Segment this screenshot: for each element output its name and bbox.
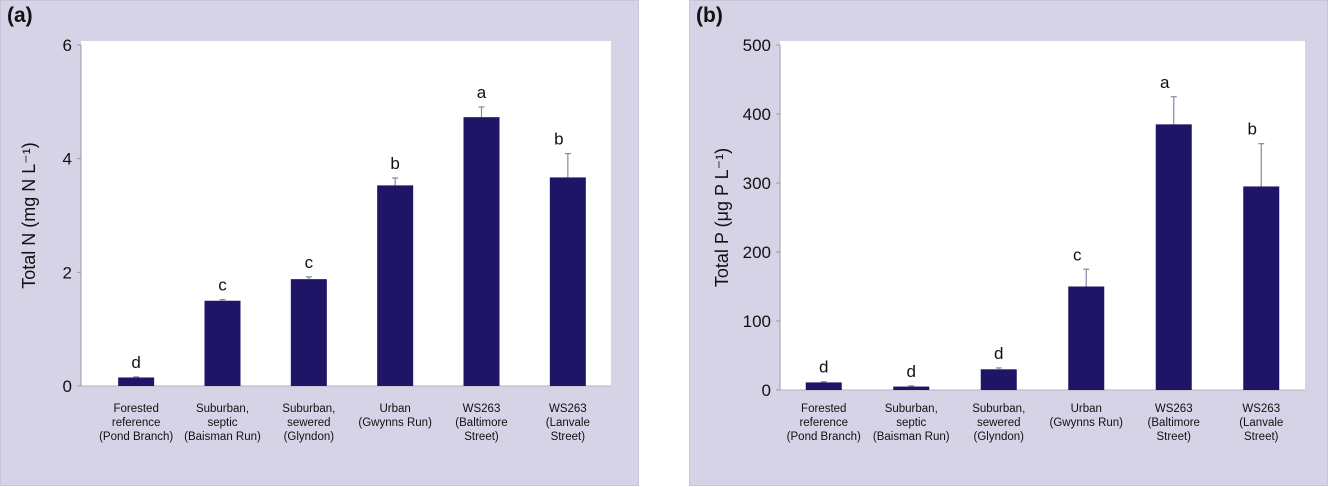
significance-letter: d: [131, 353, 140, 372]
y-axis-label: Total N (mg N L⁻¹): [19, 142, 39, 289]
x-category-label: Suburban,: [282, 403, 335, 415]
x-category-label: reference: [799, 417, 848, 429]
significance-letter: c: [218, 276, 227, 295]
x-category-label: (Glyndon): [284, 431, 335, 443]
significance-letter: b: [554, 130, 563, 149]
significance-letter: d: [994, 344, 1003, 363]
chart-panel-a: (a) 0 2 4 6 Total N (mg N L⁻¹) d Forested refer…: [0, 0, 639, 486]
x-category-label: Urban: [380, 403, 411, 415]
y-tick-label: 6: [63, 36, 72, 55]
x-category-label: sewered: [287, 417, 330, 429]
bar: [377, 185, 414, 386]
x-category-label: (Lanvale: [1239, 417, 1283, 429]
x-category-label: septic: [207, 417, 237, 429]
x-category-label: Suburban,: [885, 403, 938, 415]
bar: [463, 117, 500, 386]
x-category-label: WS263: [1242, 403, 1280, 415]
bar: [893, 386, 930, 390]
x-category-label: Street): [551, 431, 586, 443]
significance-letter: b: [1248, 120, 1257, 139]
significance-letter: d: [819, 358, 828, 377]
x-category-label: Suburban,: [972, 403, 1025, 415]
y-tick-label: 0: [762, 381, 771, 400]
y-tick-label: 2: [63, 263, 72, 282]
x-category-label: (Gwynns Run): [1050, 417, 1124, 429]
x-category-label: (Baisman Run): [184, 431, 261, 443]
x-category-label: septic: [896, 417, 926, 429]
x-category-label: Street): [1156, 431, 1191, 443]
plot-area: [81, 41, 611, 386]
significance-letter: b: [390, 154, 399, 173]
plot-area: [780, 41, 1305, 390]
x-category-label: WS263: [549, 403, 587, 415]
significance-letter: c: [1073, 245, 1082, 264]
x-category-label: WS263: [1155, 403, 1193, 415]
y-tick-label: 500: [743, 36, 771, 55]
x-category-label: Forested: [801, 403, 846, 415]
x-category-label: Street): [1244, 431, 1279, 443]
x-category-label: (Baisman Run): [873, 431, 950, 443]
bar: [805, 382, 842, 390]
chart-a-svg: 0 2 4 6 Total N (mg N L⁻¹) d Forested reference…: [19, 36, 611, 443]
y-tick-label: 300: [743, 174, 771, 193]
bar: [290, 279, 327, 386]
significance-letter: a: [477, 83, 487, 102]
bar: [549, 177, 586, 386]
y-tick-label: 400: [743, 105, 771, 124]
x-category-label: (Lanvale: [546, 417, 590, 429]
y-tick-label: 200: [743, 243, 771, 262]
panel-label-b: (b): [696, 4, 723, 27]
x-category-label: Forested: [113, 403, 158, 415]
x-category-label: Urban: [1071, 403, 1102, 415]
significance-letter: c: [305, 253, 314, 272]
significance-letter: a: [1160, 73, 1170, 92]
x-category-label: reference: [112, 417, 161, 429]
bar: [118, 377, 155, 386]
x-category-label: (Pond Branch): [787, 431, 861, 443]
bar: [980, 369, 1017, 390]
bar: [204, 300, 241, 386]
y-tick-label: 100: [743, 312, 771, 331]
x-category-label: Suburban,: [196, 403, 249, 415]
x-category-label: (Glyndon): [974, 431, 1025, 443]
x-category-label: (Baltimore: [455, 417, 507, 429]
chart-panel-b: (b) 0 100 200 300 400 500 Total P (μg P L⁻¹) d F…: [689, 0, 1328, 486]
y-axis-label: Total P (μg P L⁻¹): [712, 148, 732, 287]
panel-label-a: (a): [7, 4, 33, 27]
bar: [1068, 286, 1105, 390]
significance-letter: d: [907, 362, 916, 381]
y-tick-label: 0: [63, 377, 72, 396]
x-category-label: Street): [464, 431, 499, 443]
x-category-label: (Gwynns Run): [358, 417, 432, 429]
x-category-label: WS263: [463, 403, 501, 415]
x-category-label: (Baltimore: [1148, 417, 1200, 429]
bar: [1243, 186, 1280, 390]
chart-b-svg: 0 100 200 300 400 500 Total P (μg P L⁻¹) d Fores…: [712, 36, 1305, 443]
x-category-label: sewered: [977, 417, 1020, 429]
x-category-label: (Pond Branch): [99, 431, 173, 443]
bar: [1155, 124, 1192, 390]
y-tick-label: 4: [63, 150, 72, 169]
